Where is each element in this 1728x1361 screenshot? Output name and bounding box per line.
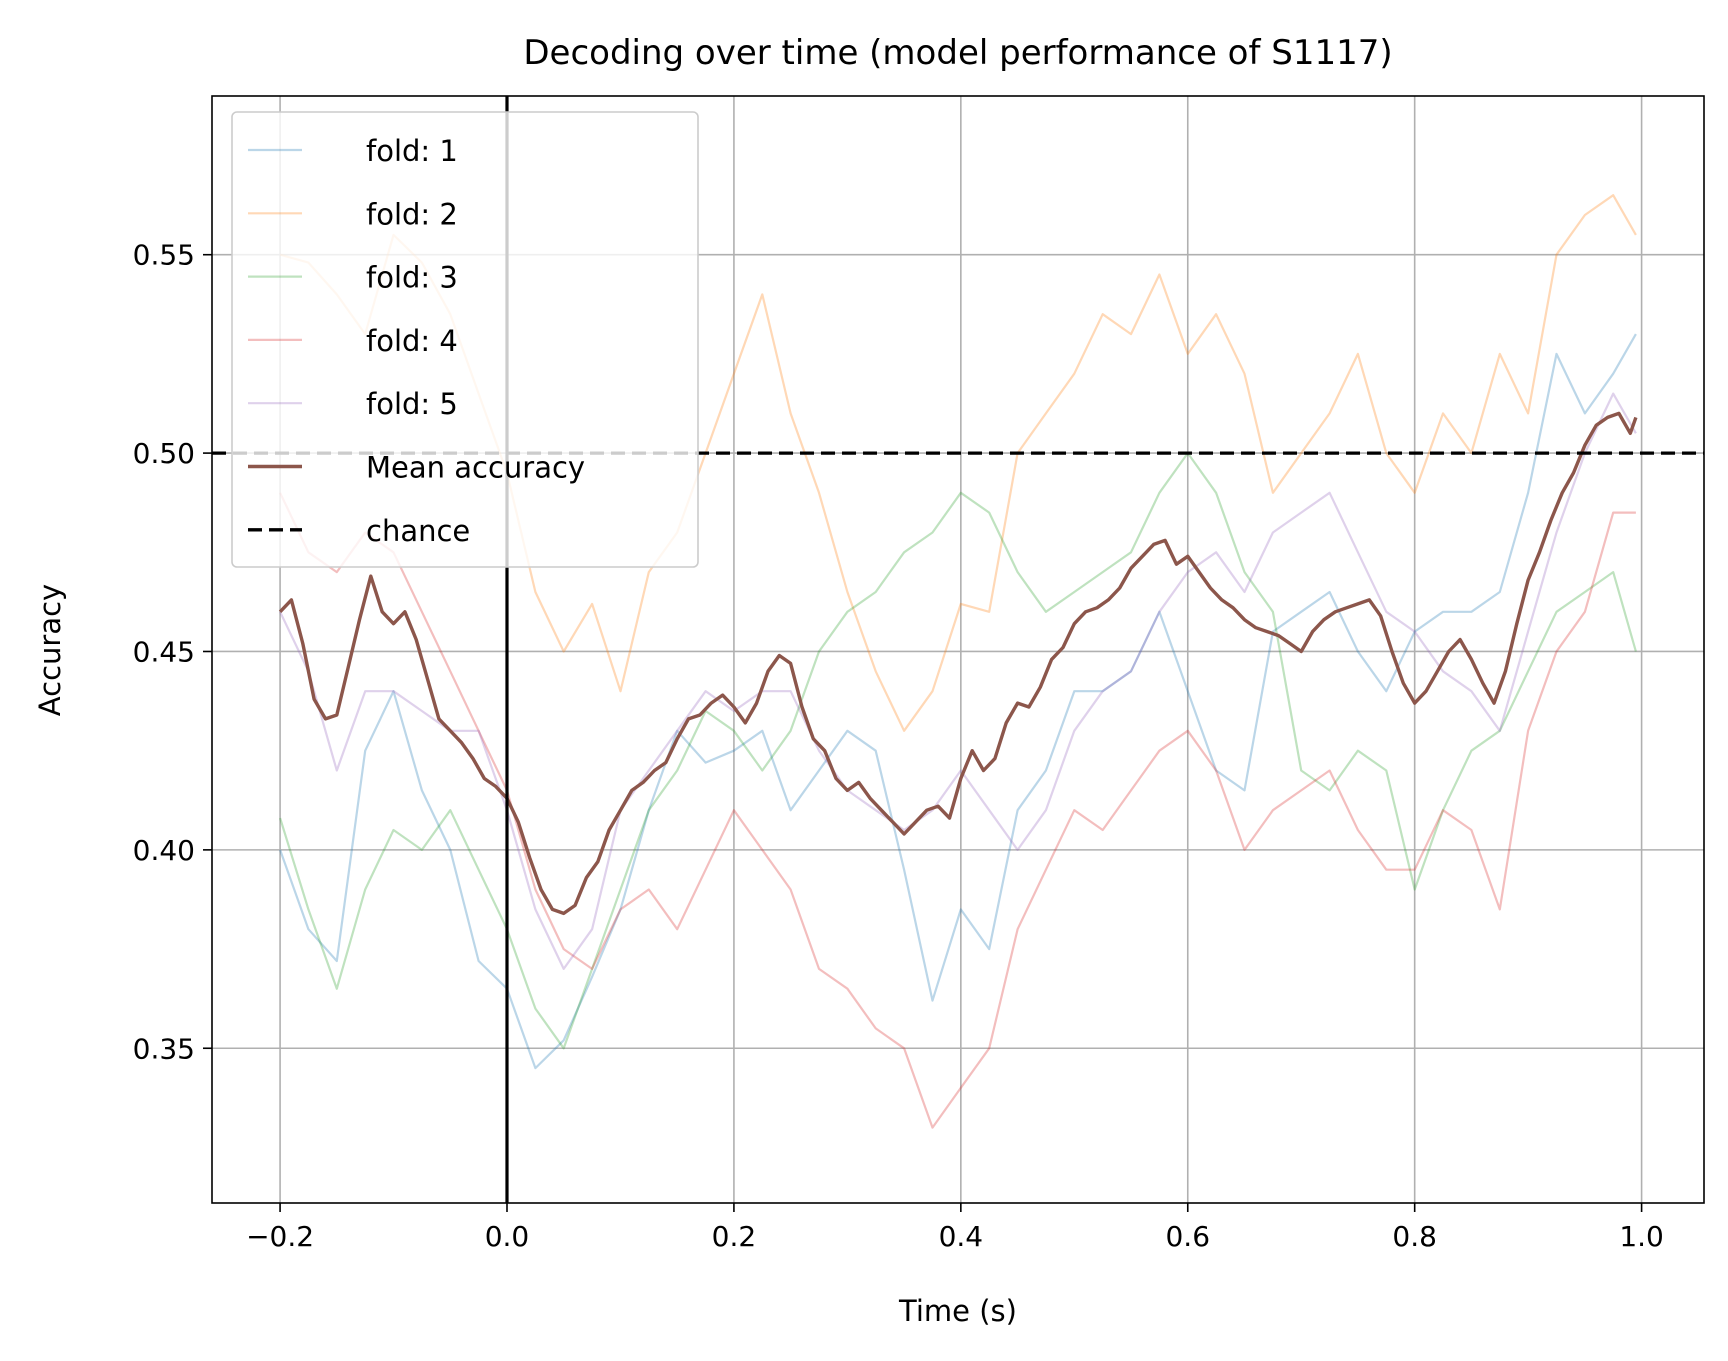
y-tick-label: 0.45 xyxy=(133,635,195,668)
y-tick-label: 0.55 xyxy=(133,239,195,272)
y-tick-label: 0.50 xyxy=(133,437,195,470)
legend-label: fold: 2 xyxy=(366,197,458,231)
x-tick-label: 0.8 xyxy=(1392,1220,1437,1253)
y-axis-label: Accuracy xyxy=(33,584,67,716)
y-tick-label: 0.35 xyxy=(133,1032,195,1065)
x-tick-label: 0.2 xyxy=(712,1220,757,1253)
x-tick-label: 1.0 xyxy=(1619,1220,1664,1253)
plot-frame xyxy=(211,95,1705,1204)
legend-label: fold: 4 xyxy=(366,324,458,358)
legend-label: fold: 3 xyxy=(366,261,458,295)
legend-label: chance xyxy=(366,514,470,548)
x-tick-label: −0.2 xyxy=(246,1220,314,1253)
x-tick-label: 0.0 xyxy=(485,1220,530,1253)
legend-box xyxy=(231,111,699,568)
x-tick-label: 0.4 xyxy=(939,1220,984,1253)
axis-ticks: −0.2 0.0 0.2 0.4 0.6 0.8 1.0 0.35 0.40 0.45 0.50 0.… xyxy=(133,239,1664,1253)
y-tick-label: 0.40 xyxy=(133,834,195,867)
legend-label: fold: 5 xyxy=(366,387,458,421)
chart-title: Decoding over time (model performance of… xyxy=(523,33,1392,73)
legend: fold: 1 fold: 2 fold: 3 fold: 4 fold: 5 Mean … xyxy=(231,111,699,568)
x-tick-label: 0.6 xyxy=(1165,1220,1210,1253)
x-axis-label: Time (s) xyxy=(898,1294,1017,1328)
legend-label: Mean accuracy xyxy=(366,451,585,485)
legend-label: fold: 1 xyxy=(366,134,458,168)
